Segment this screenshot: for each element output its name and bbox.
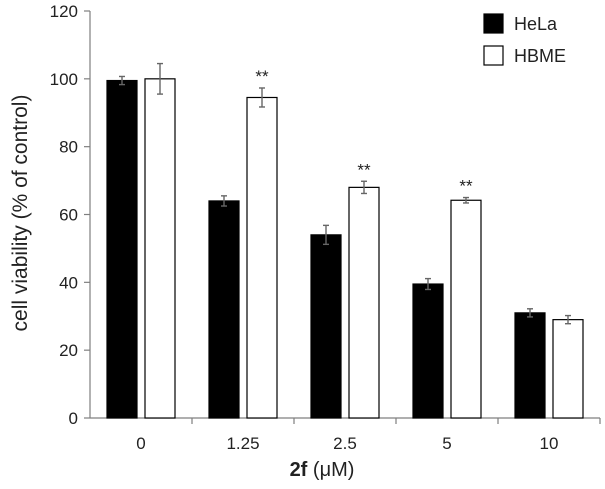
x-tick-label: 10 [540, 434, 559, 453]
x-axis-label-unit: (μM) [307, 459, 354, 481]
bar-hela [208, 200, 240, 419]
significance-marker: ** [459, 177, 473, 196]
x-axis: 0 1.25 2.5 5 10 [90, 417, 601, 453]
bar-hbme [450, 199, 482, 419]
legend-swatch-hela [483, 13, 504, 34]
y-axis-label: cell viability (% of control) [9, 95, 32, 332]
x-axis-label: 2f (μM) [290, 459, 355, 481]
significance-marker: ** [255, 67, 269, 86]
bar-hela [310, 234, 342, 419]
y-axis: 0 20 40 60 80 100 120 [50, 2, 91, 428]
y-tick-label: 40 [59, 273, 78, 292]
legend: HeLa HBME [483, 13, 566, 66]
y-tick-label: 60 [59, 206, 78, 225]
x-tick-label: 0 [136, 434, 145, 453]
bar-hela [106, 79, 138, 419]
y-tick-label: 20 [59, 341, 78, 360]
x-tick-label: 5 [442, 434, 451, 453]
bar-hela [412, 283, 444, 419]
y-tick-label: 120 [50, 2, 78, 21]
bar-hbme [552, 319, 584, 419]
legend-swatch-hbme [483, 45, 504, 66]
bars: ** ** ** [106, 62, 584, 419]
bar-hbme [246, 96, 278, 419]
y-tick-label: 0 [69, 409, 78, 428]
x-tick-label: 2.5 [333, 434, 357, 453]
x-axis-label-compound: 2f [290, 459, 308, 481]
x-tick-label: 1.25 [226, 434, 259, 453]
legend-label-hela: HeLa [514, 14, 558, 34]
legend-label-hbme: HBME [514, 46, 566, 66]
y-tick-label: 80 [59, 138, 78, 157]
significance-marker: ** [357, 160, 371, 179]
bar-hbme [348, 186, 380, 419]
y-tick-label: 100 [50, 70, 78, 89]
bar-hbme [144, 78, 176, 419]
bar-hela [514, 312, 546, 419]
